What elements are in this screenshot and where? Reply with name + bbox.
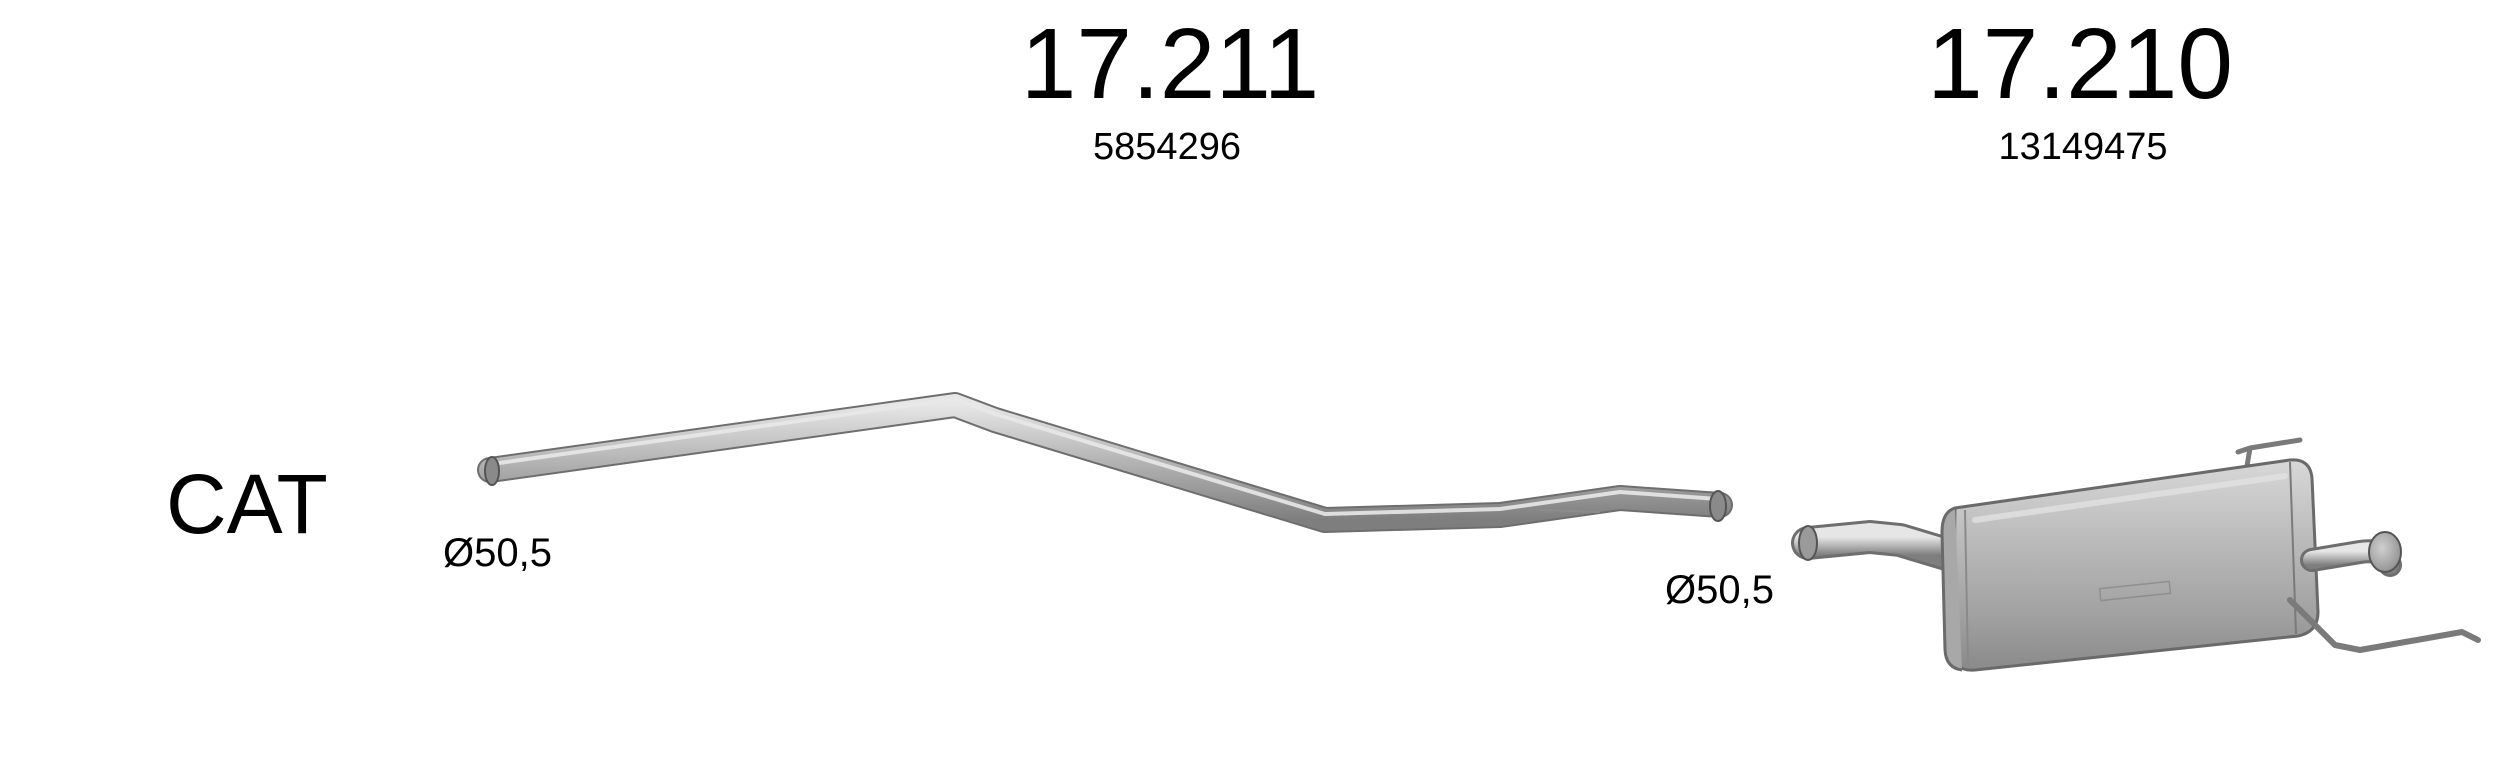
middle-pipe	[477, 392, 1733, 533]
diameter-label-rear: Ø50,5	[1665, 568, 1774, 612]
diameter-label-front: Ø50,5	[443, 531, 552, 575]
oem-number-5854296: 5854296	[1093, 126, 1241, 168]
part-number-17210: 17.210	[1927, 8, 2233, 120]
part-number-17211: 17.211	[1020, 8, 1320, 120]
oem-number-13149475: 13149475	[1998, 126, 2168, 168]
rear-silencer	[1791, 437, 2481, 672]
cat-label: CAT	[166, 457, 328, 551]
